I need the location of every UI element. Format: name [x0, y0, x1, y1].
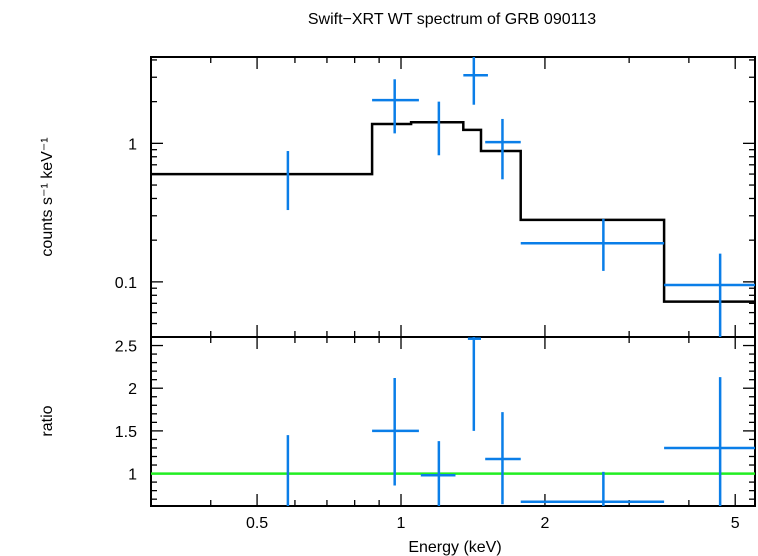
x-tick-label: 2: [540, 515, 549, 532]
y-axis-label-ratio: ratio: [39, 405, 56, 436]
y-tick-label: 0.1: [115, 275, 137, 292]
model-curve: [151, 120, 755, 303]
y-tick-label: 1: [128, 136, 137, 153]
bottom-panel-frame: [150, 336, 756, 507]
y-axis-label-counts: counts s⁻¹ keV⁻¹: [39, 137, 56, 256]
chart-title: Swift−XRT WT spectrum of GRB 090113: [308, 11, 596, 28]
x-tick-label: 1: [397, 515, 406, 532]
x-tick-label: 5: [731, 515, 740, 532]
ratio-y-tick-label: 1: [128, 467, 137, 484]
ratio-y-tick-label: 2.5: [115, 339, 137, 356]
ratio-y-tick-label: 1.5: [115, 424, 137, 441]
ratio-y-tick-label: 2: [128, 381, 137, 398]
x-tick-label: 0.5: [246, 515, 268, 532]
x-axis-label: Energy (keV): [408, 539, 501, 556]
